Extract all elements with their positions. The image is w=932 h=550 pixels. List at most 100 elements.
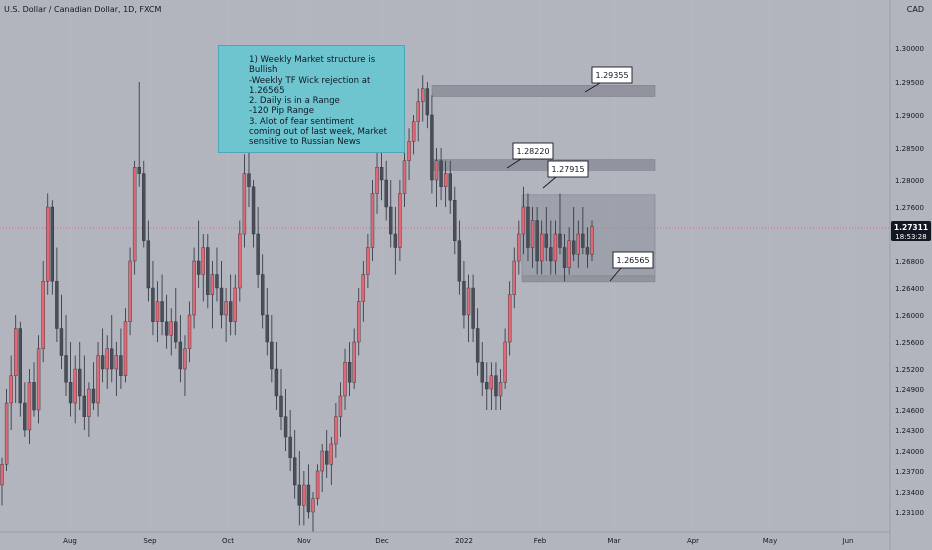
price-zone[interactable] <box>431 85 656 97</box>
price-zone[interactable] <box>521 275 656 283</box>
candle-body <box>576 233 580 255</box>
callout-box[interactable] <box>547 160 589 178</box>
symbol-title: U.S. Dollar / Canadian Dollar, 1D, FXCM <box>4 5 162 14</box>
candle-body <box>68 382 73 404</box>
callout-pointer <box>506 158 522 169</box>
price-tick-label: 1.23100 <box>895 509 924 517</box>
candle-body <box>174 321 178 343</box>
callout-pointer <box>609 267 622 282</box>
currency-label: CAD <box>906 5 924 14</box>
candle-body <box>320 450 324 472</box>
candle-body <box>228 301 233 322</box>
candle-body <box>288 436 292 458</box>
candle-body <box>334 416 338 445</box>
candle-body <box>494 375 498 397</box>
candle-body <box>485 382 489 390</box>
candle-body <box>164 321 169 336</box>
candle-body <box>407 141 411 161</box>
candle-body <box>9 375 13 404</box>
price-zone[interactable] <box>431 159 656 171</box>
price-tick-label: 1.23700 <box>895 468 924 476</box>
candle-body <box>384 179 388 208</box>
candle-body <box>100 355 105 370</box>
candle-body <box>50 206 55 282</box>
candle-body <box>247 173 251 187</box>
candle-body <box>453 200 457 241</box>
price-tick-label: 1.24900 <box>895 386 924 394</box>
candle-body <box>535 220 539 262</box>
candle-body <box>393 233 398 248</box>
candle-body <box>169 321 173 336</box>
candle-body <box>270 341 274 370</box>
callout-box[interactable] <box>512 142 554 160</box>
price-tick-label: 1.26800 <box>895 258 924 266</box>
time-tick-label: Nov <box>297 537 311 545</box>
price-tick-label: 1.29000 <box>895 112 924 120</box>
price-tick-label: 1.24000 <box>895 448 924 456</box>
candle-body <box>443 173 448 187</box>
candle-body <box>530 220 535 248</box>
price-tick-label: 1.27600 <box>895 204 924 212</box>
price-tag: 1.27311 18:53:28 <box>891 221 931 241</box>
candle-body <box>41 281 45 349</box>
candle-body <box>480 362 484 383</box>
candle-body <box>366 247 370 275</box>
candle-body <box>581 233 585 248</box>
candle-body <box>398 193 402 248</box>
candle-body <box>187 314 192 349</box>
candle-body <box>142 173 146 241</box>
candle-body <box>64 355 68 383</box>
price-tick-label: 1.30000 <box>895 45 924 53</box>
candle-body <box>196 260 201 275</box>
callout-box[interactable] <box>612 251 654 269</box>
time-axis[interactable]: Aug Sep Oct Nov Dec 2022 Feb Mar Apr May Jun <box>63 537 853 545</box>
candle-body <box>110 348 114 370</box>
candle-body <box>402 160 407 194</box>
candle-body <box>544 233 548 248</box>
annotation-note[interactable]: 1) Weekly Market structure is Bullish -W… <box>218 45 405 153</box>
candle-body <box>183 348 187 370</box>
candle-body <box>370 193 375 248</box>
candle-body <box>96 355 100 404</box>
candle-body <box>224 301 228 316</box>
candle-body <box>590 226 594 255</box>
candle-body <box>233 287 237 322</box>
candle-body <box>256 233 260 275</box>
candle-body <box>55 281 59 329</box>
candle-body <box>265 314 269 343</box>
candle-body <box>425 88 430 116</box>
candle-body <box>507 294 512 343</box>
price-tick-label: 1.28000 <box>895 177 924 185</box>
candle-body <box>311 498 315 513</box>
candle-body <box>137 166 141 174</box>
callout-box[interactable] <box>591 66 633 84</box>
price-tag-box <box>891 221 931 241</box>
candle-body <box>78 368 82 397</box>
price-tick-label: 1.28500 <box>895 145 924 153</box>
candle-body <box>59 328 64 356</box>
time-tick-label: Mar <box>607 537 620 545</box>
candle-body <box>32 382 36 411</box>
candle-body <box>462 281 466 316</box>
candle-body <box>91 388 96 404</box>
candle-body <box>215 274 219 289</box>
candle-body <box>379 166 384 181</box>
candle-body <box>325 450 329 465</box>
price-tag-price: 1.27311 <box>894 223 928 232</box>
callout-pointer <box>584 82 601 93</box>
candle-body <box>46 206 50 282</box>
candle-body <box>466 287 471 316</box>
callout-label: 1.29355 <box>595 71 628 80</box>
candle-body <box>475 328 480 363</box>
candle-body <box>498 382 503 397</box>
candle-body <box>123 321 128 376</box>
candle-body <box>489 375 494 390</box>
time-tick-label: Sep <box>143 537 157 545</box>
candle-body <box>279 395 283 417</box>
candle-body <box>361 274 366 302</box>
candle-body <box>87 388 91 417</box>
time-tick-label: Feb <box>534 537 547 545</box>
candle-body <box>27 382 32 431</box>
